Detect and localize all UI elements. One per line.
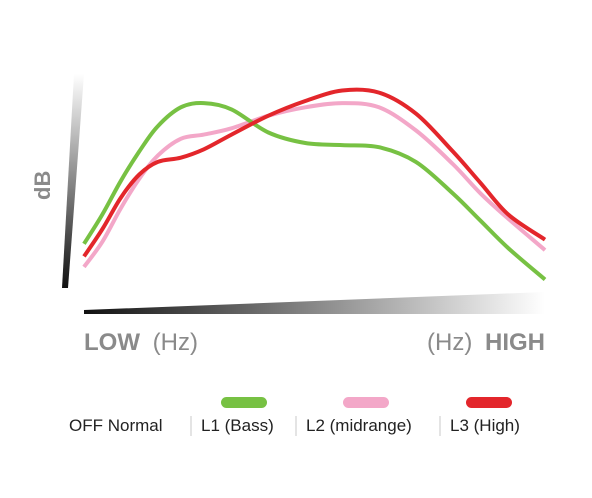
x-high-strong: HIGH	[485, 329, 545, 356]
y-axis-wedge	[62, 74, 84, 288]
legend-label-l3: L3 (High)	[450, 416, 520, 435]
x-high-unit: (Hz)	[427, 329, 472, 356]
legend: OFF Normal L1 (Bass) L2 (midrange) L3 (H…	[69, 397, 520, 436]
legend-prefix: OFF Normal	[69, 416, 163, 435]
series-layer	[82, 87, 547, 282]
legend-label-l1: L1 (Bass)	[201, 416, 274, 435]
x-axis-high-label: (Hz) HIGH	[427, 329, 545, 356]
x-low-strong: LOW	[84, 329, 140, 356]
series-line-l2	[82, 101, 547, 269]
series-line-l3	[82, 87, 547, 258]
series-line-l1	[82, 101, 547, 282]
legend-label-l2: L2 (midrange)	[306, 416, 412, 435]
x-axis-low-label: LOW (Hz)	[84, 329, 198, 356]
y-axis-label: dB	[30, 171, 55, 200]
legend-swatch-l2	[343, 397, 389, 408]
x-low-unit: (Hz)	[153, 329, 198, 356]
x-axis-wedge	[84, 292, 545, 314]
legend-swatch-l3	[466, 397, 512, 408]
legend-swatch-l1	[221, 397, 267, 408]
